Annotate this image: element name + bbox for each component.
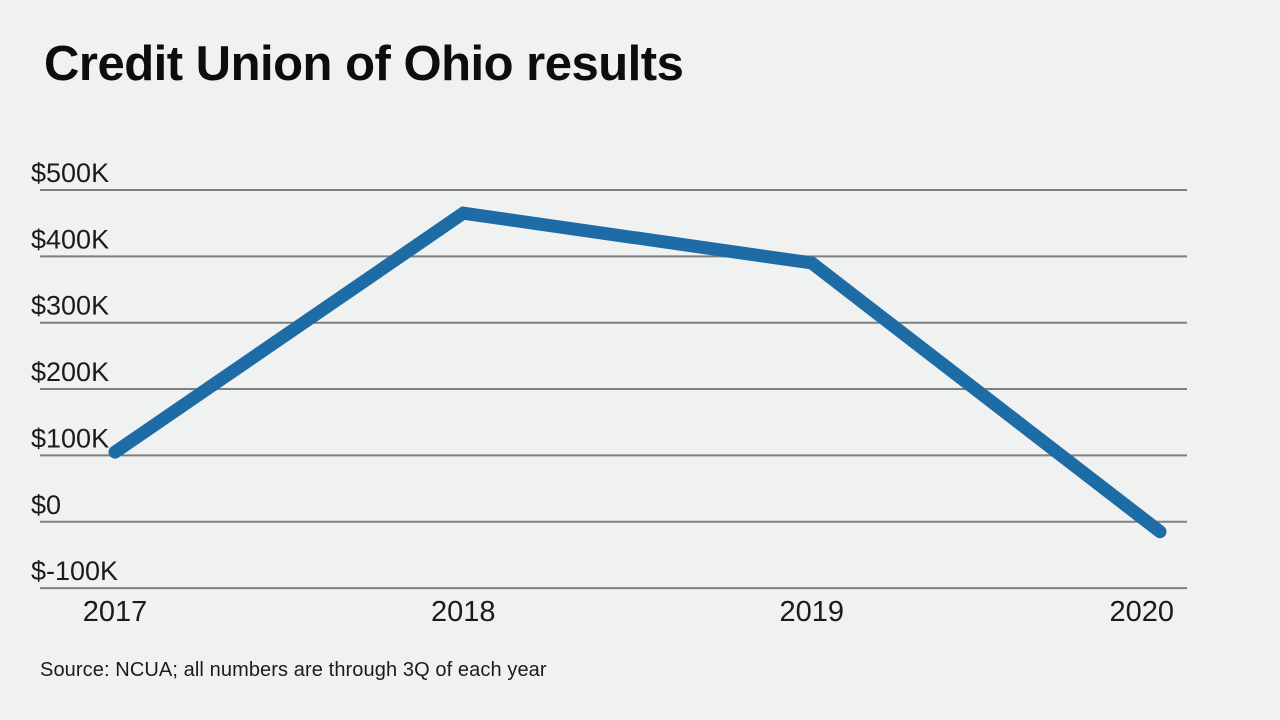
x-axis-tick-label: 2020: [1109, 596, 1174, 628]
x-axis-tick-label: 2017: [83, 596, 148, 628]
y-axis-tick-label: $400K: [31, 224, 109, 254]
y-axis-tick-label: $300K: [31, 291, 109, 321]
y-axis-tick-label: $-100K: [31, 556, 118, 586]
x-axis-tick-label: 2018: [431, 596, 496, 628]
source-note: Source: NCUA; all numbers are through 3Q…: [40, 659, 547, 681]
y-axis-tick-label: $200K: [31, 357, 109, 387]
x-axis-tick-label: 2019: [779, 596, 844, 628]
y-axis-tick-label: $100K: [31, 423, 109, 453]
y-axis-tick-label: $0: [31, 490, 61, 520]
y-axis-tick-label: $500K: [31, 158, 109, 188]
data-line: [108, 206, 1167, 539]
chart-title: Credit Union of Ohio results: [44, 37, 684, 91]
